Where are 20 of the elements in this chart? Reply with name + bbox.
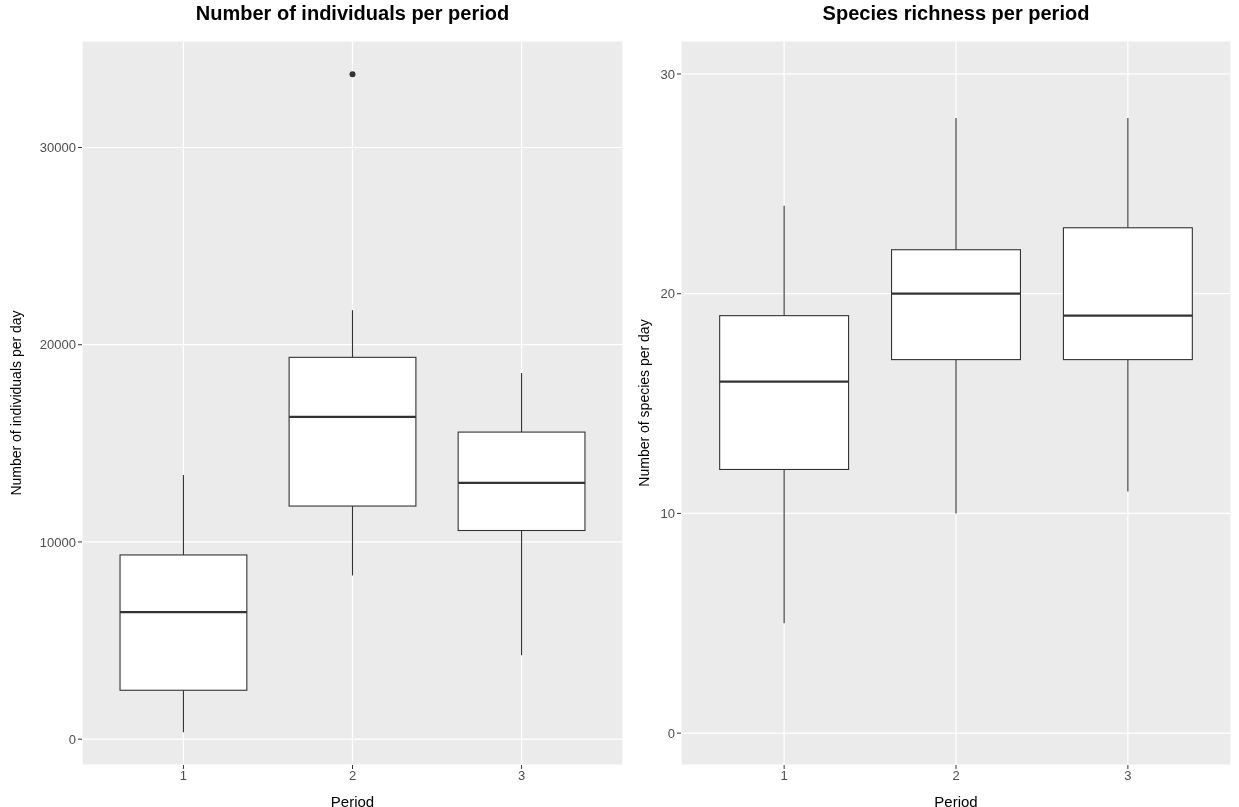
x-tick-label: 3	[517, 768, 526, 784]
y-axis-title: Number of species per day	[635, 319, 652, 487]
y-tick-label: 0	[68, 731, 76, 747]
y-tick-label: 10000	[39, 534, 76, 550]
y-tick-label: 30	[660, 66, 675, 82]
x-tick-label: 2	[348, 768, 357, 784]
x-axis-title: Period	[934, 793, 978, 807]
x-tick-label: 2	[952, 768, 960, 784]
y-tick-label: 10	[660, 506, 675, 522]
x-tick-label: 3	[1124, 768, 1132, 784]
x-tick-label: 1	[179, 768, 188, 784]
y-tick-label: 20000	[39, 337, 76, 353]
x-axis-title: Period	[330, 793, 375, 807]
chart-title: Species richness per period	[821, 2, 1091, 25]
y-tick-label: 0	[667, 725, 675, 741]
x-tick-label: 1	[780, 768, 788, 784]
y-tick-label: 30000	[39, 140, 76, 156]
y-tick-label: 20	[660, 286, 675, 302]
chart-title: Number of individuals per period	[194, 2, 511, 25]
y-axis-title: Number of individuals per day	[7, 310, 24, 496]
